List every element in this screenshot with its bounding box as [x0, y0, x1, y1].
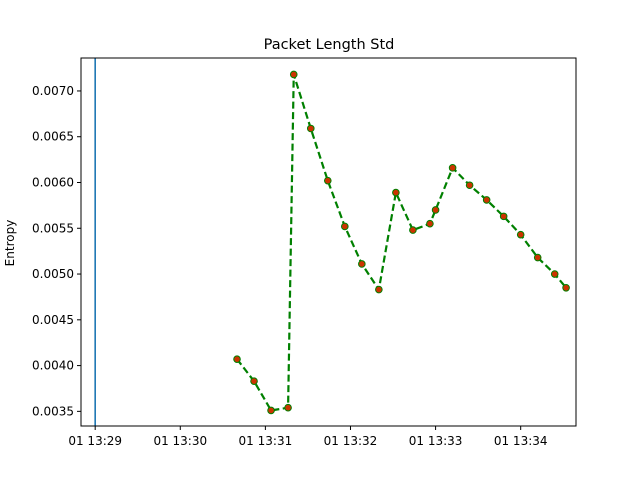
data-point — [550, 270, 559, 278]
y-tick-label: 0.0050 — [32, 267, 74, 281]
data-point — [233, 355, 241, 363]
y-tick-label: 0.0040 — [32, 359, 74, 373]
data-point — [499, 212, 508, 221]
y-axis-label: Entropy — [3, 220, 17, 267]
x-tick-label: 01 13:34 — [494, 434, 548, 448]
y-tick-label: 0.0035 — [32, 404, 74, 418]
x-tick-label: 01 13:32 — [324, 434, 378, 448]
y-tick-label: 0.0070 — [32, 84, 74, 98]
data-point — [250, 377, 258, 385]
y-tick-label: 0.0065 — [32, 130, 74, 144]
y-tick-label: 0.0045 — [32, 313, 74, 327]
axes-frame — [80, 57, 577, 427]
data-point — [426, 219, 434, 228]
x-tick-label: 01 13:30 — [153, 434, 207, 448]
data-point — [516, 230, 525, 239]
data-point — [533, 253, 542, 262]
data-point — [409, 226, 417, 234]
y-tick-label: 0.0055 — [32, 221, 74, 235]
data-point — [482, 196, 491, 204]
data-point — [562, 283, 570, 292]
x-tick-label: 01 13:33 — [409, 434, 463, 448]
chart-title: Packet Length Std — [264, 37, 395, 53]
series-line — [236, 73, 567, 412]
data-point — [306, 124, 315, 133]
data-point — [375, 285, 383, 294]
x-tick-label: 01 13:29 — [68, 434, 122, 448]
data-point — [341, 222, 349, 231]
data-point — [358, 260, 366, 268]
plot-area: 0.0035 0.0040 0.0045 0.0050 0.0055 0.0060 0.00… — [32, 57, 577, 448]
data-point — [289, 70, 298, 79]
data-point — [284, 403, 292, 412]
y-tick-label: 0.0060 — [32, 175, 74, 189]
data-point — [392, 188, 400, 197]
data-point — [465, 181, 474, 190]
data-point — [431, 206, 440, 214]
x-tick-label: 01 13:31 — [239, 434, 293, 448]
data-point — [448, 164, 457, 172]
data-point — [323, 176, 332, 185]
data-point — [267, 406, 275, 415]
